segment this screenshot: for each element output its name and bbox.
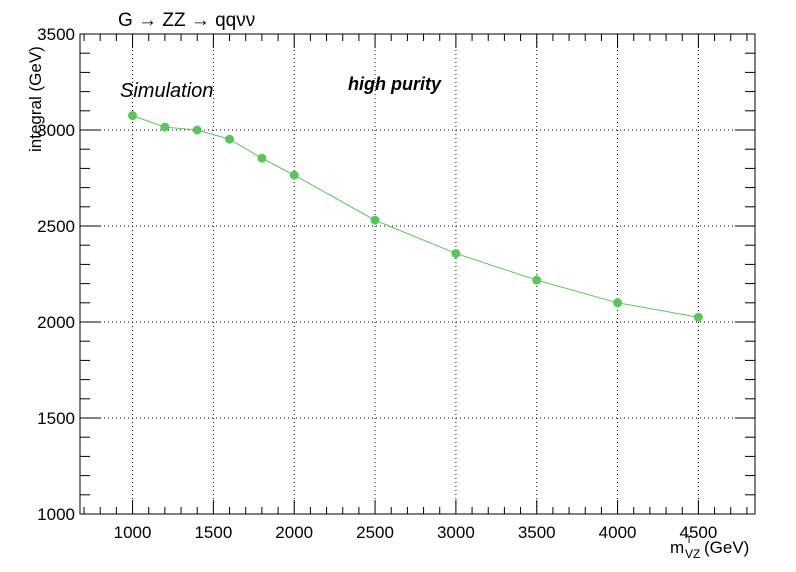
x-tick-label: 1500 <box>194 523 232 542</box>
annotation-simulation: Simulation <box>120 80 213 102</box>
data-point <box>257 153 267 163</box>
y-tick-label: 1500 <box>37 409 75 428</box>
x-axis-label-main: m <box>670 538 684 557</box>
series-layer <box>128 111 703 322</box>
y-tick-label: 3500 <box>37 25 75 44</box>
data-point <box>451 248 461 258</box>
data-point <box>289 170 299 180</box>
x-tick-label: 4000 <box>599 523 637 542</box>
axes: 1000 1500 2000 2500 3000 3500 4000 4500 1000 1500… <box>37 25 755 542</box>
data-point <box>693 312 703 322</box>
x-axis-label: m T VZ (GeV) <box>670 535 749 561</box>
grid <box>80 34 755 514</box>
x-axis-label-unit: (GeV) <box>704 538 749 557</box>
data-point <box>532 275 542 285</box>
data-point <box>192 125 202 135</box>
x-tick-label: 1000 <box>114 523 152 542</box>
chart-title: G → ZZ → qqνν <box>118 10 255 31</box>
y-tick-label: 2000 <box>37 313 75 332</box>
data-point <box>370 215 380 225</box>
x-tick-label: 3000 <box>437 523 475 542</box>
x-axis-label-sup: T <box>686 535 692 546</box>
data-point <box>613 298 623 308</box>
data-point <box>160 122 170 132</box>
y-axis-label: integral (GeV) <box>26 46 45 152</box>
x-tick-label: 3500 <box>518 523 556 542</box>
y-tick-label: 1000 <box>37 505 75 524</box>
plot-frame <box>79 33 756 515</box>
y-tick-label: 2500 <box>37 217 75 236</box>
x-tick-label: 2500 <box>356 523 394 542</box>
x-tick-label: 4500 <box>679 523 717 542</box>
x-tick-label: 2000 <box>275 523 313 542</box>
x-axis-label-sub: VZ <box>685 547 700 561</box>
y-tick-label: 3000 <box>37 121 75 140</box>
data-point <box>225 134 235 144</box>
series-line <box>132 115 699 318</box>
annotation-high-purity: high purity <box>348 74 442 94</box>
data-point <box>128 111 138 121</box>
